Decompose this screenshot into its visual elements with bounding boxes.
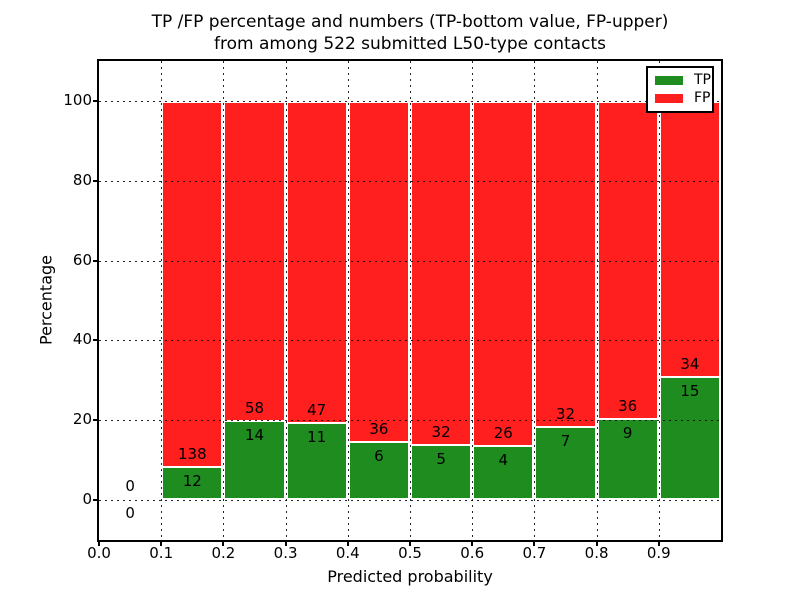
fp-bar-segment	[658, 100, 721, 378]
tp-count-label: 14	[244, 426, 265, 445]
tp-bar-segment	[347, 443, 410, 501]
y-tick-label: 20	[72, 410, 92, 429]
fp-bar-segment	[410, 100, 473, 447]
v-gridline	[472, 61, 474, 540]
x-tick-label: 0.6	[460, 544, 485, 562]
x-tick-label: 0.1	[149, 544, 174, 562]
y-tick-mark	[93, 419, 98, 422]
y-tick-mark	[93, 339, 98, 342]
fp-bar-segment	[285, 100, 348, 425]
fp-count-label: 36	[369, 420, 389, 439]
tp-count-label: 7	[560, 432, 571, 451]
fp-bar-segment	[223, 100, 286, 423]
y-tick-label: 100	[63, 90, 92, 109]
x-tick-mark	[284, 541, 287, 546]
fp-count-label: 36	[618, 397, 638, 416]
tp-bar-segment	[161, 468, 224, 501]
tp-bar-segment	[472, 446, 535, 501]
fp-bar-segment	[596, 100, 659, 421]
y-tick-mark	[93, 179, 98, 182]
v-gridline	[347, 61, 349, 540]
x-tick-mark	[595, 541, 598, 546]
fp-count-label: 47	[307, 401, 327, 420]
tp-count-label: 11	[307, 428, 327, 447]
x-tick-mark	[533, 541, 536, 546]
x-tick-label: 0.7	[522, 544, 547, 562]
y-tick-label: 0	[82, 490, 92, 509]
x-tick-label: 0.8	[584, 544, 609, 562]
v-gridline	[534, 61, 536, 540]
tp-legend-label: TP	[694, 71, 711, 88]
tp-count-label: 12	[182, 472, 202, 491]
tp-bar-segment	[285, 424, 348, 501]
v-gridline	[596, 61, 598, 540]
legend-item-tp: TP	[655, 71, 712, 88]
y-tick-mark	[93, 99, 98, 102]
fp-count-label: 32	[431, 423, 451, 442]
chart-title-line1: TP /FP percentage and numbers (TP-bottom…	[151, 12, 669, 32]
x-tick-label: 0.0	[87, 544, 111, 562]
y-tick-label: 60	[72, 250, 92, 269]
tp-bar-segment	[596, 420, 659, 501]
fp-bar-segment	[347, 100, 410, 444]
x-tick-mark	[346, 541, 349, 546]
v-gridline	[410, 61, 411, 540]
x-tick-mark	[160, 541, 163, 546]
x-axis-label: Predicted probability	[327, 567, 493, 586]
fp-bar-segment	[161, 100, 224, 469]
x-tick-mark	[98, 541, 100, 546]
fp-count-label: 26	[493, 423, 513, 442]
tp-bar-segment	[658, 377, 721, 501]
x-tick-label: 0.4	[335, 544, 360, 562]
y-tick-mark	[93, 259, 98, 262]
tp-color-swatch	[655, 75, 683, 85]
tp-count-label: 0	[125, 504, 135, 523]
tp-bar-segment	[410, 446, 473, 501]
v-gridline	[223, 61, 225, 540]
x-tick-mark	[657, 541, 660, 546]
v-gridline	[161, 61, 163, 540]
x-tick-mark	[409, 541, 411, 546]
x-tick-mark	[471, 541, 474, 546]
tp-count-label: 15	[680, 381, 700, 400]
tp-count-label: 5	[436, 450, 446, 469]
tp-bar-segment	[534, 428, 597, 501]
tp-count-label: 6	[374, 447, 384, 466]
fp-legend-label: FP	[694, 90, 711, 107]
x-tick-mark	[222, 541, 225, 546]
fp-count-label: 58	[244, 399, 265, 418]
tp-count-label: 9	[622, 424, 633, 443]
legend-item-fp: FP	[655, 91, 712, 106]
x-tick-label: 0.2	[211, 544, 236, 562]
y-axis-label: Percentage	[36, 254, 56, 346]
fp-count-label: 0	[125, 477, 135, 496]
y-tick-label: 40	[72, 330, 92, 349]
v-gridline	[285, 61, 287, 540]
x-tick-label: 0.9	[646, 544, 671, 562]
chart-title-line2: from among 522 submitted L50-type contac…	[214, 34, 606, 54]
legend: TP FP	[646, 66, 714, 113]
y-tick-label: 80	[72, 170, 92, 189]
v-gridline	[658, 61, 660, 540]
tp-count-label: 4	[498, 450, 509, 469]
fp-bar-segment	[534, 100, 597, 429]
fp-count-label: 34	[680, 354, 700, 373]
fp-count-label: 138	[177, 445, 207, 464]
x-tick-label: 0.3	[273, 544, 298, 562]
x-tick-label: 0.5	[398, 544, 422, 562]
chart-title: TP /FP percentage and numbers (TP-bottom…	[99, 11, 721, 55]
fp-count-label: 32	[555, 405, 576, 424]
y-tick-mark	[93, 499, 98, 502]
tp-bar-segment	[223, 422, 286, 501]
fp-color-swatch	[655, 94, 683, 104]
